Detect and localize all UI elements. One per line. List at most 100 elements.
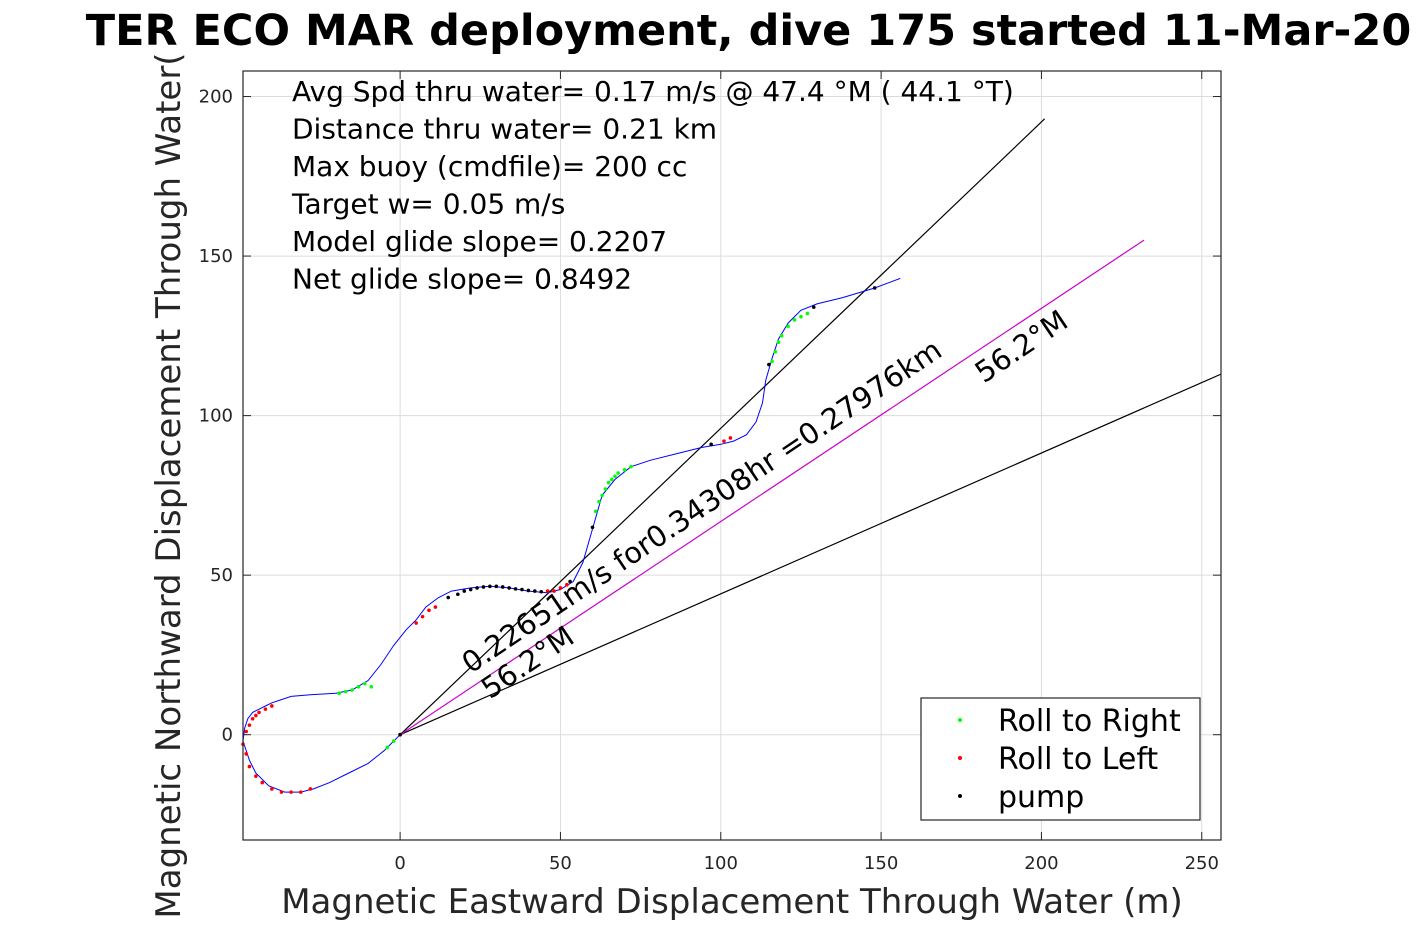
point-roll-to-right — [391, 739, 396, 743]
point-roll-to-right — [779, 334, 784, 338]
point-pump — [568, 579, 572, 584]
x-tick-label: 250 — [1185, 853, 1219, 874]
info-line: Model glide slope= 0.2207 — [292, 225, 667, 258]
reference-line-0 — [399, 118, 1046, 736]
legend-marker-roll-to-right — [958, 718, 962, 722]
point-roll-to-right — [799, 314, 803, 319]
point-roll-to-left — [414, 621, 418, 625]
point-roll-to-left — [545, 589, 550, 593]
track — [242, 277, 901, 793]
point-pump — [767, 362, 771, 367]
point-pump — [709, 442, 713, 447]
point-roll-to-right — [770, 359, 774, 364]
point-pump — [520, 587, 524, 592]
x-ticks: 0 50 100 150 200 250 — [394, 71, 1219, 874]
point-roll-to-left — [433, 605, 438, 609]
point-roll-to-left — [270, 787, 274, 791]
point-roll-to-right — [603, 487, 608, 491]
info-line: Max buoy (cmdfile)= 200 cc — [292, 150, 687, 183]
point-roll-to-right — [786, 324, 790, 329]
y-axis-label: Magnetic Northward Displacement Through … — [149, 52, 189, 918]
point-roll-to-left — [308, 787, 313, 791]
point-pump — [507, 586, 511, 590]
point-roll-to-right — [622, 468, 627, 472]
point-roll-to-right — [337, 691, 341, 696]
point-roll-to-right — [606, 480, 611, 485]
point-roll-to-left — [728, 436, 733, 440]
reference-lines — [399, 118, 1222, 736]
chart-title: TER ECO MAR deployment, dive 175 started… — [0, 6, 1417, 56]
legend-box — [920, 697, 1201, 821]
legend-marker-pump — [958, 794, 962, 798]
point-pump — [494, 584, 499, 589]
x-tick-label: 50 — [549, 853, 572, 874]
point-roll-to-right — [356, 685, 361, 689]
point-pump — [481, 585, 486, 589]
point-roll-to-left — [298, 790, 303, 794]
point-roll-to-left — [420, 614, 425, 619]
legend-label-roll-to-left: Roll to Left — [998, 742, 1158, 777]
point-roll-to-left — [427, 608, 431, 613]
point-roll-to-left — [558, 586, 563, 590]
point-roll-to-right — [609, 477, 614, 482]
point-roll-to-left — [257, 710, 261, 715]
point-pump — [532, 589, 537, 593]
point-roll-to-left — [247, 764, 252, 769]
point-roll-to-right — [385, 745, 390, 750]
point-roll-to-left — [552, 589, 556, 593]
y-tick-label: 0 — [222, 725, 233, 746]
point-roll-to-left — [250, 716, 255, 721]
legend-marker-roll-to-left — [958, 756, 962, 760]
point-roll-to-left — [254, 713, 258, 718]
info-line: Net glide slope= 0.8492 — [292, 263, 632, 296]
point-roll-to-right — [600, 493, 604, 498]
y-tick-label: 100 — [199, 406, 233, 427]
point-pump — [462, 589, 467, 593]
point-pump — [526, 588, 531, 593]
point-pump — [488, 584, 492, 589]
point-pump — [500, 585, 505, 589]
x-tick-label: 150 — [864, 853, 898, 874]
point-roll-to-right — [629, 464, 633, 469]
point-roll-to-right — [616, 471, 620, 475]
point-roll-to-right — [805, 311, 810, 316]
point-pump — [590, 525, 595, 530]
point-pump — [811, 305, 816, 309]
legend-label-pump: pump — [998, 780, 1084, 815]
point-roll-to-left — [254, 774, 258, 778]
y-tick-label: 50 — [210, 565, 233, 586]
point-pump — [468, 587, 473, 592]
chart-title-text: TER ECO MAR deployment, dive 175 started… — [85, 6, 1412, 56]
point-roll-to-left — [722, 439, 726, 443]
info-line: Distance thru water= 0.21 km — [292, 113, 717, 146]
point-roll-to-right — [792, 318, 797, 322]
point-pump — [398, 732, 402, 737]
annotation-0: 0.22651m/s for0.34308hr =0.27976km — [456, 332, 948, 679]
track-line — [242, 277, 901, 793]
y-ticks: 0 50 100 150 200 — [199, 87, 1221, 746]
annotations: 0.22651m/s for0.34308hr =0.27976km56.2°M… — [456, 303, 1074, 705]
point-pump — [513, 587, 518, 591]
point-roll-to-left — [260, 780, 265, 785]
point-roll-to-right — [776, 340, 781, 345]
point-roll-to-left — [270, 704, 274, 708]
point-roll-to-right — [363, 681, 367, 686]
point-roll-to-left — [289, 790, 293, 794]
reference-line-1 — [399, 373, 1222, 736]
point-roll-to-left — [247, 723, 252, 727]
point-pump — [872, 286, 877, 290]
info-text: Avg Spd thru water= 0.17 m/s @ 47.4 °M (… — [291, 75, 1014, 296]
y-tick-label: 200 — [199, 87, 233, 108]
point-roll-to-left — [565, 582, 569, 587]
point-roll-to-left — [244, 729, 249, 734]
point-roll-to-left — [263, 707, 268, 711]
point-roll-to-left — [244, 752, 249, 756]
reference-line-2 — [399, 239, 1145, 736]
point-roll-to-right — [613, 474, 617, 479]
plot-frame — [242, 70, 1222, 841]
x-axis-label: Magnetic Eastward Displacement Through W… — [281, 882, 1183, 922]
legend-label-roll-to-right: Roll to Right — [998, 704, 1181, 739]
point-pump — [446, 595, 451, 600]
